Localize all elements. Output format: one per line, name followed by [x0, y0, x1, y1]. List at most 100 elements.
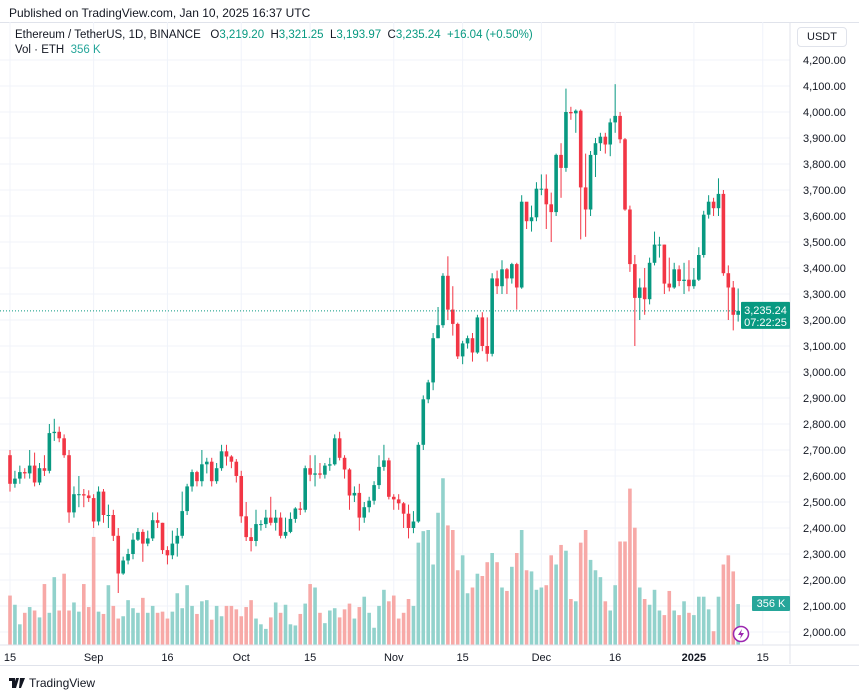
- y-tick-label: 3,100.00: [803, 341, 846, 353]
- volume-bar: [27, 607, 32, 645]
- volume-bar: [372, 627, 376, 645]
- candle-body: [131, 539, 135, 554]
- candle-body: [47, 433, 52, 471]
- volume-label[interactable]: Vol · ETH: [15, 44, 65, 56]
- candle-body: [239, 476, 244, 517]
- price-axis: 4,200.00 4,100.00 4,000.00 3,900.00 3,800.00…: [789, 22, 846, 664]
- candle-body: [731, 287, 736, 315]
- candle-body: [495, 278, 499, 287]
- volume-bar: [421, 531, 426, 645]
- volume-bar: [662, 615, 667, 645]
- candle-body: [278, 517, 283, 536]
- candle-body: [637, 287, 642, 298]
- volume-bar: [106, 585, 111, 645]
- footer-brand[interactable]: TradingView: [9, 676, 95, 690]
- candle-body: [288, 518, 293, 532]
- candle-body: [500, 269, 504, 287]
- candle-body: [387, 460, 391, 497]
- candle-body: [647, 262, 652, 300]
- volume-bar: [431, 564, 435, 645]
- volume-bar: [303, 603, 307, 645]
- x-tick-label: 15: [757, 652, 769, 664]
- volume-bar: [613, 585, 617, 645]
- volume-bar: [451, 530, 455, 645]
- candle-body: [382, 460, 386, 467]
- ohlc-legend: Ethereum / TetherUS, 1D, BINANCE O3,219.…: [15, 29, 533, 41]
- candle-body: [190, 472, 194, 487]
- volume-bar: [268, 617, 273, 645]
- candle-body: [441, 275, 445, 326]
- volume-bar: [500, 587, 504, 645]
- close-value: 3,235.24: [395, 29, 441, 41]
- volume-bar: [642, 599, 647, 645]
- candle-body: [160, 522, 165, 551]
- volume-bar: [465, 593, 470, 645]
- volume-bar: [455, 570, 460, 645]
- volume-bar: [588, 559, 593, 645]
- y-tick-label: 2,400.00: [803, 523, 846, 535]
- candle-body: [22, 472, 27, 474]
- volume-bar: [628, 488, 632, 645]
- candle-body: [141, 531, 145, 544]
- x-tick-label: Oct: [233, 652, 250, 664]
- volume-bar: [505, 590, 509, 645]
- candle-body: [293, 508, 298, 519]
- volume-bars: [8, 478, 740, 645]
- volume-bar: [510, 566, 514, 645]
- candle-body: [175, 535, 180, 544]
- volume-bar: [426, 530, 430, 645]
- volume-bar: [519, 530, 524, 645]
- candle-body: [726, 273, 731, 288]
- candle-body: [318, 473, 322, 475]
- candle-body: [372, 485, 376, 501]
- y-tick-label: 2,600.00: [803, 471, 846, 483]
- candle-body: [475, 317, 480, 353]
- y-tick-label: 3,000.00: [803, 367, 846, 379]
- candle-body: [357, 492, 362, 518]
- candle-body: [618, 115, 622, 140]
- candle-body: [13, 478, 17, 484]
- open-label: O: [210, 29, 220, 41]
- candle-body: [706, 201, 711, 215]
- volume-bar: [460, 555, 465, 645]
- volume-bar: [637, 587, 642, 645]
- candle-body: [136, 531, 140, 540]
- x-tick-label: 15: [4, 652, 16, 664]
- volume-bar: [534, 589, 539, 645]
- volume-bar: [347, 603, 352, 645]
- volume-bar: [293, 625, 298, 645]
- candle-body: [42, 468, 47, 471]
- candle-body: [721, 193, 726, 274]
- candle-body: [367, 500, 371, 508]
- volume-bar: [77, 611, 81, 645]
- candle-body: [701, 214, 706, 255]
- y-tick-label: 3,300.00: [803, 289, 846, 301]
- volume-bar: [86, 607, 91, 645]
- volume-bar: [687, 612, 691, 645]
- volume-bar: [18, 624, 22, 645]
- y-tick-label: 2,100.00: [803, 601, 846, 613]
- currency-button[interactable]: USDT: [797, 27, 847, 47]
- volume-bar: [101, 613, 106, 645]
- candle-body: [224, 451, 229, 457]
- volume-bar: [731, 571, 736, 645]
- volume-bar: [42, 584, 47, 645]
- volume-bar: [264, 628, 268, 645]
- volume-bar: [116, 618, 121, 645]
- volume-bar: [583, 530, 588, 645]
- candle-body: [264, 517, 268, 525]
- candle-body: [86, 495, 91, 499]
- volume-bar: [593, 570, 598, 645]
- candle-body: [588, 154, 593, 210]
- volume-bar: [716, 596, 721, 645]
- y-tick-label: 2,000.00: [803, 627, 846, 639]
- candle-body: [485, 346, 490, 354]
- symbol-title[interactable]: Ethereum / TetherUS, 1D, BINANCE: [15, 29, 201, 41]
- volume-bar: [249, 600, 253, 645]
- candle-body: [583, 187, 588, 210]
- candle-body: [406, 513, 411, 528]
- lightning-icon[interactable]: [732, 625, 750, 643]
- volume-bar: [495, 562, 499, 645]
- y-tick-label: 3,700.00: [803, 185, 846, 197]
